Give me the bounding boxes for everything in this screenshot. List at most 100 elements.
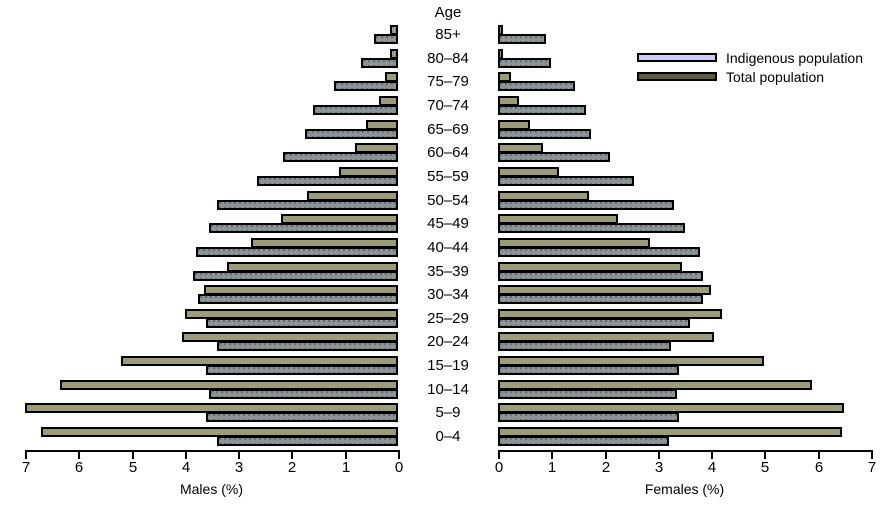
age-label: 65–69 xyxy=(427,121,469,138)
axis-tick xyxy=(291,452,293,459)
bar-males-total xyxy=(206,412,398,422)
indigenous-population-swatch xyxy=(637,53,717,62)
axis-tick-label: 4 xyxy=(181,459,191,476)
axis-tick-label: 0 xyxy=(394,459,404,476)
bar-females-total xyxy=(498,81,575,91)
bar-females-total xyxy=(498,271,703,281)
bar-males-total xyxy=(196,247,398,257)
age-label: 55–59 xyxy=(427,168,469,185)
bar-females-total xyxy=(498,341,671,351)
bar-males-total xyxy=(206,318,398,328)
axis-tick xyxy=(871,452,873,459)
age-label: 85+ xyxy=(435,26,461,43)
axis-tick xyxy=(605,452,607,459)
axis-tick-label: 7 xyxy=(21,459,31,476)
axis-tick-label: 1 xyxy=(341,459,351,476)
bar-males-total xyxy=(334,81,398,91)
axis-tick-label: 2 xyxy=(601,459,611,476)
age-label: 60–64 xyxy=(427,144,469,161)
bar-females-total xyxy=(498,58,551,68)
females-axis-label: Females (%) xyxy=(644,481,725,497)
bar-females-total xyxy=(498,318,690,328)
age-label: 50–54 xyxy=(427,192,469,209)
males-chart-area xyxy=(25,0,398,450)
bar-females-total xyxy=(498,294,703,304)
bar-males-total xyxy=(217,200,398,210)
axis-tick xyxy=(345,452,347,459)
axis-tick-label: 2 xyxy=(287,459,297,476)
legend-item-total: Total population xyxy=(637,68,863,85)
axis-tick xyxy=(185,452,187,459)
age-label: 35–39 xyxy=(427,263,469,280)
axis-line xyxy=(25,450,400,452)
bar-males-total xyxy=(209,389,398,399)
axis-tick-label: 6 xyxy=(74,459,84,476)
axis-tick xyxy=(658,452,660,459)
axis-line xyxy=(498,450,873,452)
age-label: 30–34 xyxy=(427,286,469,303)
age-axis-title: Age xyxy=(434,4,462,21)
age-label: 0–4 xyxy=(435,428,461,445)
females-chart-area xyxy=(498,0,871,450)
bar-males-total xyxy=(305,129,398,139)
axis-tick-label: 0 xyxy=(494,459,504,476)
bar-females-indigenous xyxy=(498,427,842,437)
axis-tick-label: 4 xyxy=(707,459,717,476)
legend-label-indigenous: Indigenous population xyxy=(726,49,864,66)
total-population-swatch xyxy=(637,72,717,81)
bar-males-total xyxy=(217,436,398,446)
axis-tick-label: 3 xyxy=(654,459,664,476)
age-label: 75–79 xyxy=(427,73,469,90)
bar-males-total xyxy=(257,176,398,186)
legend-item-indigenous: Indigenous population xyxy=(637,49,864,66)
axis-tick xyxy=(764,452,766,459)
bar-females-total xyxy=(498,129,591,139)
axis-tick xyxy=(498,452,500,459)
bar-males-total xyxy=(361,58,398,68)
age-label: 70–74 xyxy=(427,97,469,114)
bar-females-total xyxy=(498,200,674,210)
axis-tick xyxy=(238,452,240,459)
age-label: 40–44 xyxy=(427,239,469,256)
bar-females-total xyxy=(498,412,679,422)
axis-tick-label: 5 xyxy=(760,459,770,476)
axis-tick xyxy=(132,452,134,459)
axis-tick-label: 5 xyxy=(128,459,138,476)
axis-tick-label: 1 xyxy=(547,459,557,476)
males-axis-label: Males (%) xyxy=(179,481,243,497)
bar-males-total xyxy=(198,294,398,304)
bar-females-total xyxy=(498,34,546,44)
bar-males-total xyxy=(313,105,398,115)
axis-tick xyxy=(398,452,400,459)
axis-tick-label: 6 xyxy=(814,459,824,476)
bar-females-total xyxy=(498,152,610,162)
bar-males-total xyxy=(206,365,398,375)
axis-tick xyxy=(25,452,27,459)
bar-males-total xyxy=(217,341,398,351)
bar-females-total xyxy=(498,105,586,115)
age-label: 5–9 xyxy=(435,404,461,421)
bar-males-total xyxy=(193,271,398,281)
legend-label-total: Total population xyxy=(726,68,825,85)
axis-tick xyxy=(711,452,713,459)
age-label: 15–19 xyxy=(427,357,469,374)
bar-females-total xyxy=(498,223,685,233)
age-label: 20–24 xyxy=(427,333,469,350)
bar-females-total xyxy=(498,436,669,446)
legend: Indigenous population Total population xyxy=(637,51,863,89)
age-label: 10–14 xyxy=(427,381,469,398)
bar-females-total xyxy=(498,365,679,375)
bar-males-total xyxy=(209,223,398,233)
age-label: 45–49 xyxy=(427,215,469,232)
bar-males-total xyxy=(283,152,398,162)
axis-tick xyxy=(818,452,820,459)
age-label: 80–84 xyxy=(427,50,469,67)
age-label: 25–29 xyxy=(427,310,469,327)
axis-tick-label: 7 xyxy=(867,459,877,476)
axis-tick-label: 3 xyxy=(234,459,244,476)
bar-females-total xyxy=(498,389,677,399)
bar-females-total xyxy=(498,176,634,186)
axis-tick xyxy=(78,452,80,459)
bar-females-total xyxy=(498,247,700,257)
